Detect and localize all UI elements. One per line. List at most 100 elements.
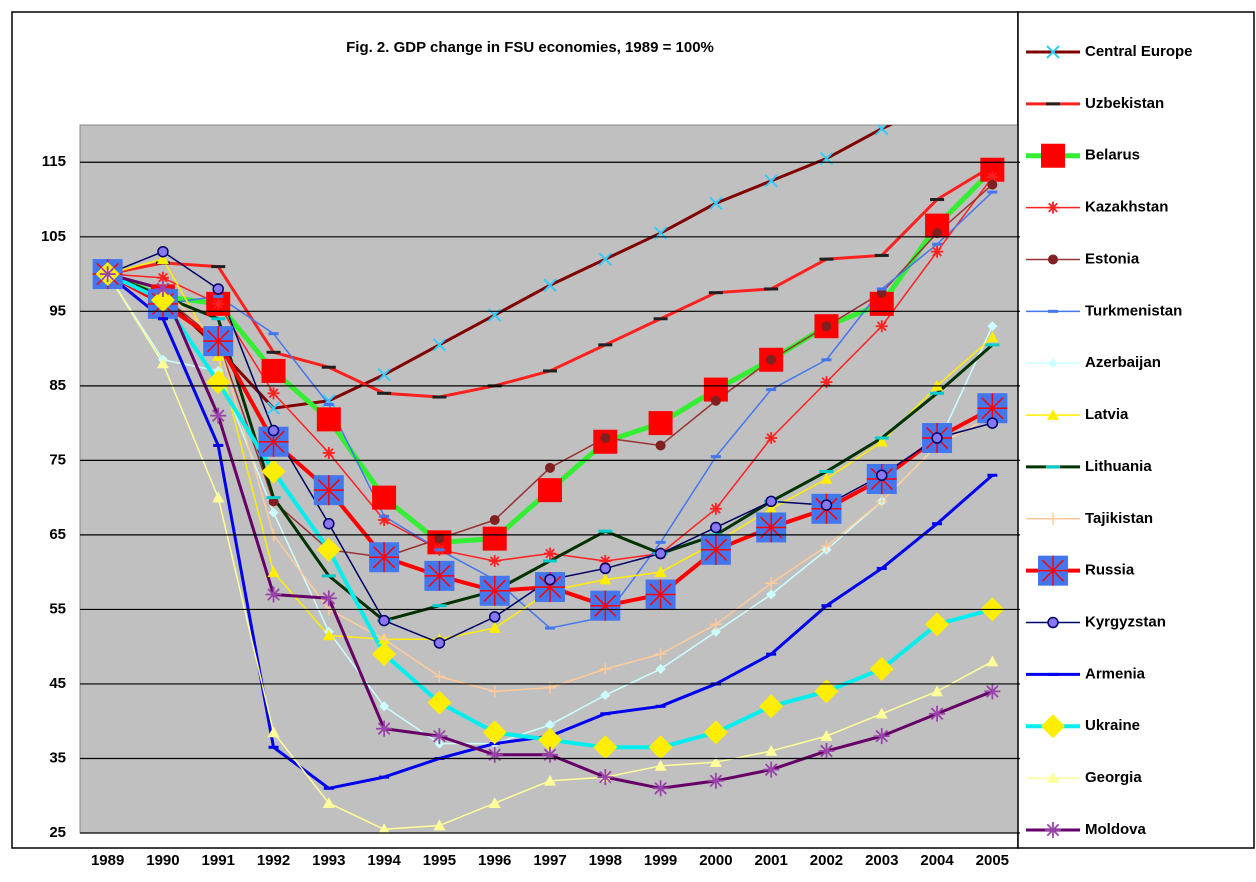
marker xyxy=(874,436,889,440)
marker xyxy=(766,589,777,600)
marker xyxy=(544,573,556,586)
marker xyxy=(212,491,225,503)
x-tick-label: 1998 xyxy=(589,852,622,869)
marker xyxy=(544,547,556,560)
marker xyxy=(482,526,507,551)
marker xyxy=(488,554,501,567)
marker xyxy=(708,291,723,295)
legend-marker xyxy=(1046,102,1060,106)
marker xyxy=(432,395,447,399)
marker xyxy=(593,735,618,760)
marker xyxy=(261,459,286,484)
plot xyxy=(92,125,1008,833)
marker xyxy=(987,190,998,194)
legend-label: Moldova xyxy=(1085,821,1146,838)
x-tick-label: 2004 xyxy=(920,852,954,869)
marker xyxy=(929,705,946,722)
marker xyxy=(987,473,998,477)
marker xyxy=(765,745,778,756)
marker xyxy=(709,756,722,767)
x-tick-label: 2002 xyxy=(810,852,843,869)
marker xyxy=(821,604,832,608)
legend-label: Georgia xyxy=(1085,769,1142,786)
x-tick-label: 2001 xyxy=(754,852,787,869)
marker xyxy=(766,354,777,365)
marker xyxy=(313,475,344,506)
marker xyxy=(874,253,889,257)
marker xyxy=(987,321,998,332)
x-tick-label: 1997 xyxy=(533,852,566,869)
marker xyxy=(599,562,612,575)
marker xyxy=(764,287,779,291)
marker xyxy=(875,495,888,508)
marker xyxy=(876,287,887,291)
y-tick-label: 45 xyxy=(49,675,66,692)
marker xyxy=(931,685,944,697)
marker xyxy=(488,611,501,623)
marker xyxy=(538,478,562,503)
marker xyxy=(876,469,888,482)
marker xyxy=(710,626,721,637)
marker xyxy=(268,332,279,336)
marker xyxy=(488,797,501,808)
legend-marker xyxy=(1041,143,1065,168)
marker xyxy=(433,637,446,649)
marker xyxy=(707,772,724,789)
marker xyxy=(369,542,400,573)
marker xyxy=(434,533,445,544)
marker xyxy=(986,655,999,667)
marker xyxy=(433,670,446,683)
marker xyxy=(267,726,280,738)
legend-label: Ukraine xyxy=(1085,717,1140,734)
marker xyxy=(820,499,833,511)
legend-marker xyxy=(1045,822,1061,838)
x-tick-label: 1992 xyxy=(257,852,290,869)
marker xyxy=(598,529,613,533)
marker xyxy=(213,294,224,298)
marker xyxy=(821,358,832,362)
marker xyxy=(543,278,557,292)
marker xyxy=(932,228,943,239)
marker xyxy=(488,622,501,633)
marker xyxy=(597,769,614,786)
marker xyxy=(821,321,832,332)
legend-marker xyxy=(1046,45,1060,59)
marker xyxy=(377,391,392,395)
marker xyxy=(765,432,778,445)
x-tick-label: 1989 xyxy=(91,852,124,869)
legend-marker xyxy=(1047,616,1059,629)
marker xyxy=(766,652,777,656)
marker xyxy=(210,407,227,424)
marker xyxy=(820,730,833,741)
marker xyxy=(545,626,555,630)
marker xyxy=(316,537,341,562)
marker xyxy=(930,391,945,395)
marker xyxy=(212,283,224,295)
marker xyxy=(538,727,562,752)
legend-label: Turkmenistan xyxy=(1085,302,1182,319)
marker xyxy=(987,179,998,190)
marker xyxy=(986,331,999,343)
marker xyxy=(709,502,722,515)
marker xyxy=(759,694,784,719)
legend-label: Belarus xyxy=(1085,147,1140,164)
marker xyxy=(598,343,613,347)
x-tick-label: 1999 xyxy=(644,852,677,869)
marker xyxy=(211,265,226,269)
marker xyxy=(764,174,778,188)
legend-marker xyxy=(1047,201,1059,214)
y-tick-label: 35 xyxy=(49,749,66,766)
marker xyxy=(267,566,280,577)
legend-label: Estonia xyxy=(1085,250,1140,267)
marker xyxy=(765,495,777,508)
marker xyxy=(268,507,279,518)
marker xyxy=(206,370,231,395)
marker xyxy=(378,823,390,833)
marker xyxy=(266,401,281,415)
marker xyxy=(766,388,777,392)
y-tick-label: 105 xyxy=(41,228,66,245)
marker xyxy=(709,618,722,631)
marker xyxy=(652,780,669,797)
marker xyxy=(984,683,1001,700)
y-tick-label: 65 xyxy=(49,526,66,543)
